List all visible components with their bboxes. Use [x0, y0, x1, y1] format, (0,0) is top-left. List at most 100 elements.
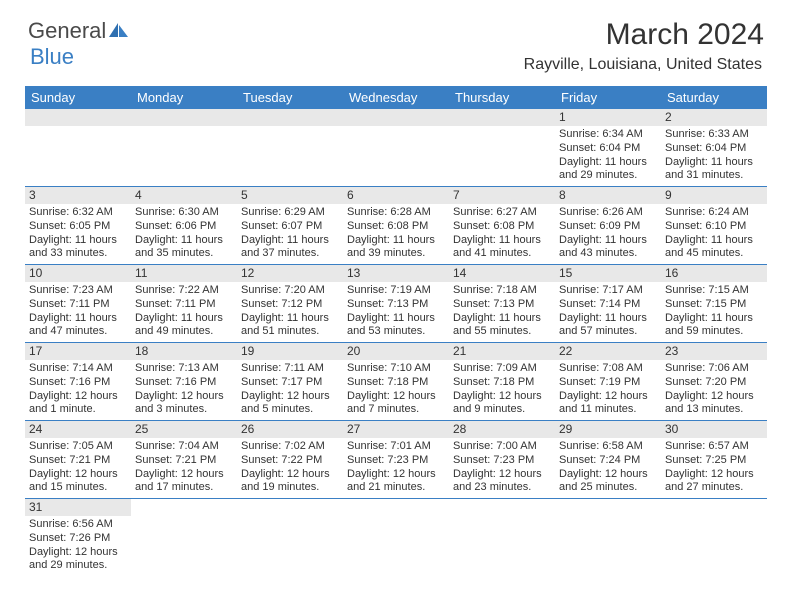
day-detail-line: Sunrise: 6:24 AM: [665, 206, 763, 220]
day-detail-line: Daylight: 12 hours: [453, 390, 551, 404]
day-number: 26: [237, 421, 343, 438]
day-number: 31: [25, 499, 131, 516]
day-number: 23: [661, 343, 767, 360]
weekday-header: Sunday: [25, 86, 131, 109]
location: Rayville, Louisiana, United States: [524, 56, 764, 74]
day-detail-line: Sunrise: 7:01 AM: [347, 440, 445, 454]
day-detail-line: Sunrise: 7:02 AM: [241, 440, 339, 454]
day-number: 4: [131, 187, 237, 204]
day-detail-line: and 51 minutes.: [241, 325, 339, 339]
day-detail-line: Sunset: 6:04 PM: [665, 142, 763, 156]
day-number: 2: [661, 109, 767, 126]
calendar-day-cell: 13Sunrise: 7:19 AMSunset: 7:13 PMDayligh…: [343, 265, 449, 343]
day-detail-line: and 41 minutes.: [453, 247, 551, 261]
day-detail-line: and 31 minutes.: [665, 169, 763, 183]
day-detail-line: Daylight: 12 hours: [559, 468, 657, 482]
day-detail-line: and 25 minutes.: [559, 481, 657, 495]
day-detail-line: Daylight: 12 hours: [347, 390, 445, 404]
day-detail-line: Daylight: 11 hours: [135, 312, 233, 326]
calendar-day-cell: 27 Sunrise: 7:01 AMSunset: 7:23 PMDayligh…: [343, 421, 449, 499]
day-detail-line: Sunrise: 7:18 AM: [453, 284, 551, 298]
day-detail-line: and 23 minutes.: [453, 481, 551, 495]
day-detail-line: Daylight: 11 hours: [559, 156, 657, 170]
day-detail-line: Sunset: 7:16 PM: [135, 376, 233, 390]
day-detail-line: Sunrise: 7:06 AM: [665, 362, 763, 376]
day-detail-line: Sunset: 7:12 PM: [241, 298, 339, 312]
day-number: 3: [25, 187, 131, 204]
day-detail-line: Sunrise: 6:29 AM: [241, 206, 339, 220]
day-detail-line: Daylight: 11 hours: [559, 234, 657, 248]
calendar-day-cell: 17Sunrise: 7:14 AMSunset: 7:16 PMDayligh…: [25, 343, 131, 421]
day-detail-line: Sunrise: 7:04 AM: [135, 440, 233, 454]
day-detail-line: Daylight: 11 hours: [135, 234, 233, 248]
day-detail-line: Sunset: 6:04 PM: [559, 142, 657, 156]
day-detail-line: Daylight: 12 hours: [347, 468, 445, 482]
day-detail-line: Sunset: 6:05 PM: [29, 220, 127, 234]
calendar-day-cell: [237, 109, 343, 187]
day-detail-line: and 57 minutes.: [559, 325, 657, 339]
calendar-day-cell: 24Sunrise: 7:05 AMSunset: 7:21 PMDayligh…: [25, 421, 131, 499]
day-detail-line: and 29 minutes.: [29, 559, 127, 573]
day-number: 11: [131, 265, 237, 282]
calendar-table: SundayMondayTuesdayWednesdayThursdayFrid…: [25, 86, 767, 576]
weekday-header: Thursday: [449, 86, 555, 109]
day-number: 14: [449, 265, 555, 282]
calendar-day-cell: 21Sunrise: 7:09 AMSunset: 7:18 PMDayligh…: [449, 343, 555, 421]
calendar-day-cell: 20Sunrise: 7:10 AMSunset: 7:18 PMDayligh…: [343, 343, 449, 421]
sail-icon: [108, 22, 130, 38]
day-number: 29: [555, 421, 661, 438]
day-detail-line: Daylight: 11 hours: [453, 312, 551, 326]
day-detail-line: Sunrise: 6:32 AM: [29, 206, 127, 220]
calendar-body: 1Sunrise: 6:34 AMSunset: 6:04 PMDaylight…: [25, 109, 767, 576]
daynum-empty: [343, 499, 449, 516]
day-detail-line: and 53 minutes.: [347, 325, 445, 339]
day-number: 27: [343, 421, 449, 438]
day-detail-line: Daylight: 12 hours: [453, 468, 551, 482]
day-detail-line: Sunrise: 7:13 AM: [135, 362, 233, 376]
day-detail-line: Sunset: 7:20 PM: [665, 376, 763, 390]
day-detail-line: Sunrise: 7:05 AM: [29, 440, 127, 454]
daynum-empty: [131, 109, 237, 126]
calendar-day-cell: 1Sunrise: 6:34 AMSunset: 6:04 PMDaylight…: [555, 109, 661, 187]
day-number: 28: [449, 421, 555, 438]
day-detail-line: and 47 minutes.: [29, 325, 127, 339]
day-detail-line: and 49 minutes.: [135, 325, 233, 339]
calendar-day-cell: 30Sunrise: 6:57 AMSunset: 7:25 PMDayligh…: [661, 421, 767, 499]
calendar-day-cell: 3Sunrise: 6:32 AMSunset: 6:05 PMDaylight…: [25, 187, 131, 265]
day-detail-line: Sunset: 7:18 PM: [347, 376, 445, 390]
day-detail-line: Sunrise: 6:57 AM: [665, 440, 763, 454]
day-number: 30: [661, 421, 767, 438]
day-detail-line: Daylight: 12 hours: [29, 390, 127, 404]
daynum-empty: [555, 499, 661, 516]
day-number: 21: [449, 343, 555, 360]
day-detail-line: and 5 minutes.: [241, 403, 339, 417]
weekday-header: Saturday: [661, 86, 767, 109]
logo: General: [28, 18, 130, 44]
day-detail-line: and 59 minutes.: [665, 325, 763, 339]
calendar-day-cell: 7Sunrise: 6:27 AMSunset: 6:08 PMDaylight…: [449, 187, 555, 265]
calendar-day-cell: 22Sunrise: 7:08 AMSunset: 7:19 PMDayligh…: [555, 343, 661, 421]
day-detail-line: Sunset: 7:26 PM: [29, 532, 127, 546]
day-detail-line: and 13 minutes.: [665, 403, 763, 417]
logo-text-1: General: [28, 18, 106, 44]
calendar-day-cell: 16Sunrise: 7:15 AMSunset: 7:15 PMDayligh…: [661, 265, 767, 343]
day-number: 9: [661, 187, 767, 204]
day-detail-line: Sunset: 7:13 PM: [453, 298, 551, 312]
day-detail-line: Sunset: 7:23 PM: [453, 454, 551, 468]
day-detail-line: Sunset: 7:15 PM: [665, 298, 763, 312]
day-detail-line: Daylight: 11 hours: [241, 312, 339, 326]
day-number: 6: [343, 187, 449, 204]
day-detail-line: and 33 minutes.: [29, 247, 127, 261]
day-detail-line: and 19 minutes.: [241, 481, 339, 495]
calendar-week-row: 17Sunrise: 7:14 AMSunset: 7:16 PMDayligh…: [25, 343, 767, 421]
day-detail-line: Daylight: 11 hours: [453, 234, 551, 248]
calendar-week-row: 24Sunrise: 7:05 AMSunset: 7:21 PMDayligh…: [25, 421, 767, 499]
day-detail-line: Sunset: 7:16 PM: [29, 376, 127, 390]
day-number: 5: [237, 187, 343, 204]
day-detail-line: Daylight: 12 hours: [29, 546, 127, 560]
day-detail-line: Sunset: 6:06 PM: [135, 220, 233, 234]
calendar-day-cell: [661, 499, 767, 577]
day-detail-line: Sunrise: 6:34 AM: [559, 128, 657, 142]
calendar-day-cell: 9Sunrise: 6:24 AMSunset: 6:10 PMDaylight…: [661, 187, 767, 265]
day-detail-line: Sunset: 7:23 PM: [347, 454, 445, 468]
